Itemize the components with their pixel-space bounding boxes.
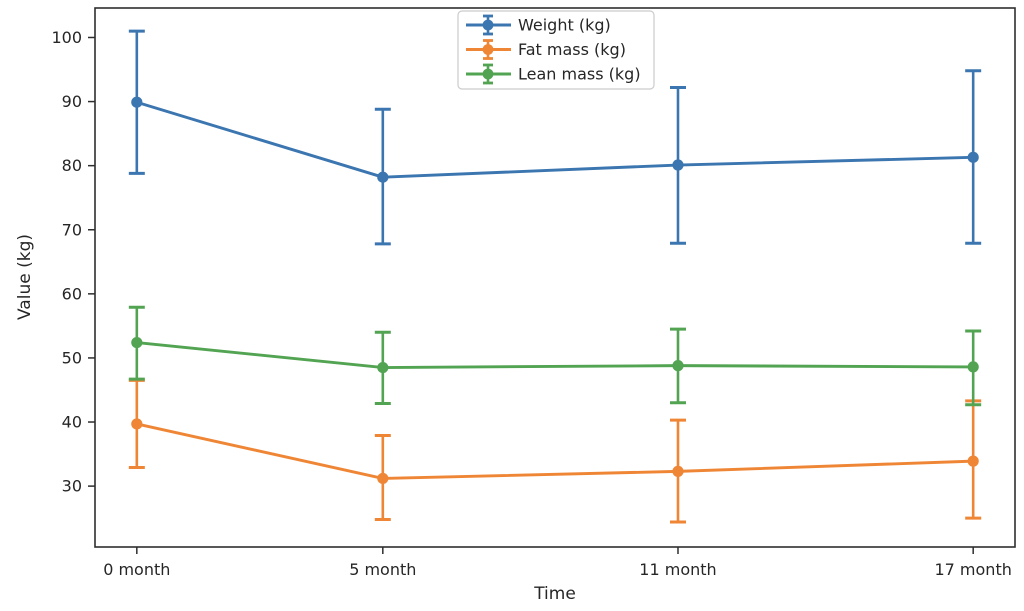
legend-item: Lean mass (kg) [466, 63, 641, 85]
legend-label: Lean mass (kg) [518, 65, 641, 84]
y-tick-label: 40 [62, 413, 82, 432]
series-line [136, 100, 974, 179]
legend-item: Fat mass (kg) [466, 39, 626, 60]
legend-label: Weight (kg) [518, 16, 611, 35]
plot-area: 30 40 50 60 70 80 90 100 0 month 5 month 11 month 1… [51, 7, 1016, 579]
series-weight-kg- [128, 29, 982, 246]
legend-marker [482, 68, 494, 80]
data-point-marker [672, 159, 684, 171]
data-point-marker [967, 361, 979, 373]
legend: Weight (kg) Fat mass (kg) Lean mass (kg) [457, 10, 655, 90]
x-tick-label: 0 month [103, 560, 170, 579]
x-tick-label: 17 month [934, 560, 1011, 579]
series-line [136, 341, 974, 369]
data-point-marker [967, 151, 979, 163]
data-point-marker [967, 455, 979, 467]
data-point-marker [131, 96, 143, 108]
y-tick-label: 30 [62, 477, 82, 496]
y-axis-title: Value (kg) [15, 234, 35, 320]
y-tick-label: 90 [62, 92, 82, 111]
y-tick-label: 60 [62, 284, 82, 303]
data-point-marker [131, 418, 143, 430]
y-tick-label: 80 [62, 156, 82, 175]
y-tick-label: 70 [62, 220, 82, 239]
x-tick-label: 11 month [639, 560, 716, 579]
data-point-marker [131, 336, 143, 349]
legend-item: Weight (kg) [466, 14, 611, 36]
data-point-marker [672, 360, 684, 372]
y-tick-label: 50 [62, 348, 82, 367]
legend-marker [482, 19, 494, 31]
series-fat-mass-kg- [128, 378, 982, 524]
data-point-marker [377, 472, 389, 485]
plot-border [94, 7, 1016, 548]
data-point-marker [672, 465, 684, 477]
legend-marker [482, 44, 494, 55]
x-tick-label: 5 month [349, 560, 416, 579]
legend-label: Fat mass (kg) [518, 40, 626, 59]
series-line [136, 422, 974, 480]
y-tick-label: 100 [51, 28, 82, 47]
x-axis-title: Time [533, 584, 576, 604]
series-lean-mass-kg- [128, 305, 982, 407]
data-point-marker [377, 171, 389, 183]
data-point-marker [377, 361, 389, 374]
legend-box [457, 10, 655, 90]
